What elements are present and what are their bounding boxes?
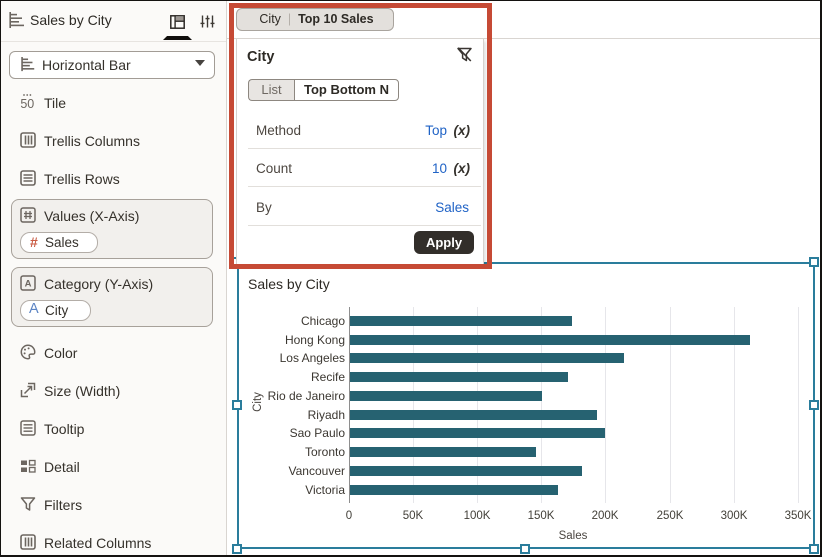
svg-text:A: A — [25, 279, 32, 290]
svg-text:50: 50 — [20, 97, 34, 111]
